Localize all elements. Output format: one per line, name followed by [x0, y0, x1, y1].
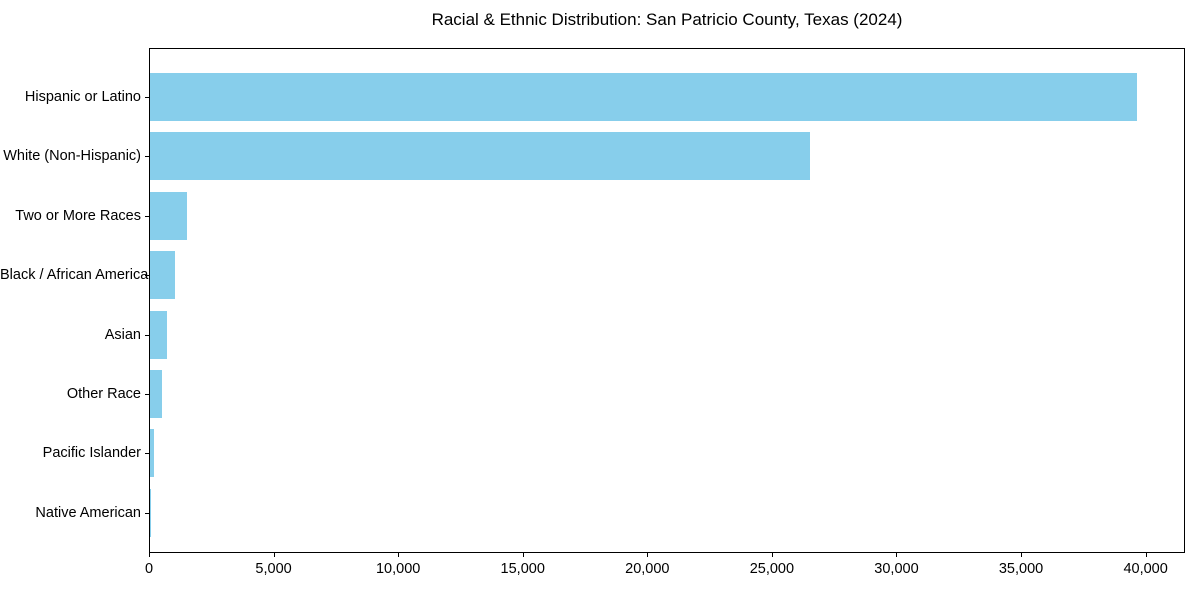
x-tick-mark: [274, 553, 275, 557]
bar-native-american: [150, 488, 151, 537]
x-tick-mark: [1021, 553, 1022, 557]
x-tick-mark: [647, 553, 648, 557]
y-axis-label-white-non-hispanic: White (Non-Hispanic): [3, 148, 141, 165]
x-tick-mark: [772, 553, 773, 557]
x-tick-label-5-000: 5,000: [255, 561, 292, 577]
y-tick-mark: [145, 513, 149, 514]
y-tick-mark: [145, 335, 149, 336]
y-tick-mark: [145, 97, 149, 98]
y-axis-label-pacific-islander: Pacific Islander: [42, 445, 141, 462]
x-tick-mark: [896, 553, 897, 557]
x-tick-label-0: 0: [144, 561, 154, 577]
y-tick-mark: [145, 275, 149, 276]
x-tick-mark: [1146, 553, 1147, 557]
bar-two-or-more-races: [150, 191, 188, 240]
y-axis-label-two-or-more-races: Two or More Races: [15, 207, 141, 224]
bar-white-non-hispanic: [150, 132, 811, 181]
x-tick-label-40-000: 40,000: [1123, 561, 1168, 577]
y-tick-mark: [145, 216, 149, 217]
y-axis-label-native-american: Native American: [35, 504, 141, 521]
x-tick-mark: [523, 553, 524, 557]
plot-area: [149, 48, 1185, 553]
chart-title: Racial & Ethnic Distribution: San Patric…: [431, 10, 903, 29]
y-axis-label-other-race: Other Race: [66, 386, 141, 402]
y-tick-mark: [145, 156, 149, 157]
x-tick-label-25-000: 25,000: [749, 561, 795, 577]
y-axis-label-hispanic-or-latino: Hispanic or Latino: [24, 89, 141, 105]
y-axis-label-asian: Asian: [104, 326, 141, 343]
bar-hispanic-or-latino: [150, 73, 1137, 121]
y-tick-mark: [145, 453, 149, 454]
y-axis-label-black-african-american: Black / African American: [0, 267, 157, 284]
x-tick-label-10-000: 10,000: [375, 561, 421, 577]
y-tick-mark: [145, 394, 149, 395]
bar-black-african-american: [150, 251, 175, 300]
bar-asian: [150, 310, 168, 359]
x-tick-mark: [149, 553, 150, 557]
x-tick-label-30-000: 30,000: [874, 561, 919, 577]
x-tick-label-20-000: 20,000: [625, 561, 670, 577]
bar-other-race: [150, 370, 162, 418]
x-tick-label-15-000: 15,000: [500, 561, 545, 577]
bar-pacific-islander: [150, 429, 154, 478]
x-tick-label-35-000: 35,000: [998, 561, 1044, 577]
x-tick-mark: [398, 553, 399, 557]
